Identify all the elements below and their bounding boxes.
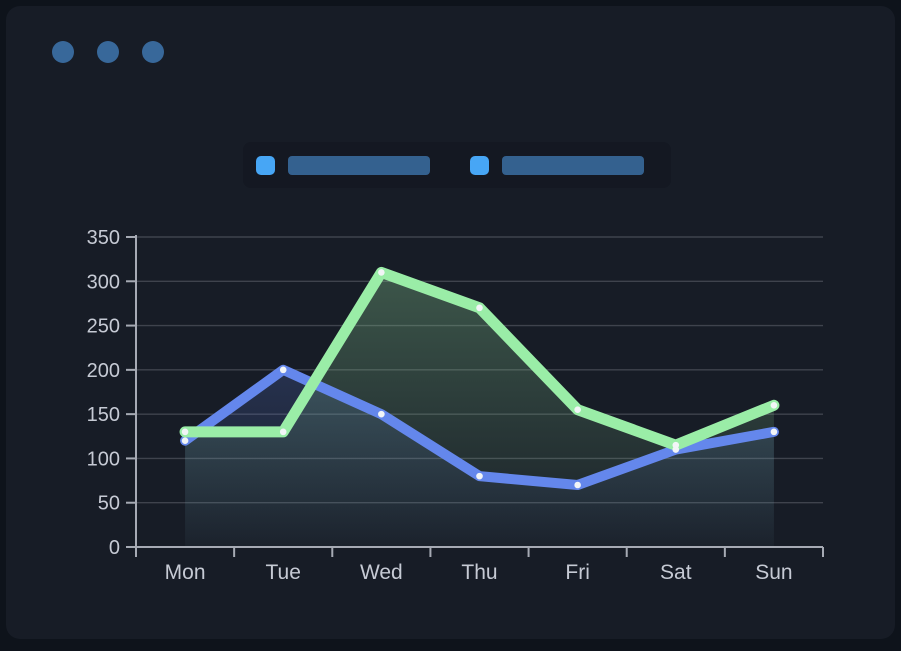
legend-swatch-icon: [256, 155, 275, 175]
legend-label-placeholder: [288, 155, 430, 175]
data-point-marker-series-green: [770, 401, 778, 409]
legend-item-series-2[interactable]: [470, 155, 644, 175]
data-point-marker-series-blue: [574, 481, 581, 489]
y-tick-label: 100: [87, 448, 120, 470]
data-point-marker-series-green: [574, 406, 581, 414]
y-tick-label: 300: [87, 271, 120, 293]
y-tick-label: 200: [87, 360, 120, 382]
window-dot-icon[interactable]: [52, 41, 74, 63]
legend-swatch-icon: [470, 155, 489, 175]
window-controls: [52, 41, 164, 63]
data-point-marker-series-blue: [279, 366, 287, 374]
data-point-marker-series-green: [476, 304, 483, 312]
x-tick-label: Sun: [755, 561, 792, 584]
data-point-marker-series-green: [672, 441, 680, 449]
x-tick-label: Sat: [660, 561, 692, 584]
window-dot-icon[interactable]: [97, 41, 119, 63]
data-point-marker-series-blue: [378, 410, 385, 418]
series-area-series-green: [185, 272, 774, 547]
data-point-marker-series-green: [181, 428, 189, 436]
x-tick-label: Fri: [565, 561, 590, 584]
y-tick-label: 350: [87, 227, 120, 249]
x-tick-label: Tue: [266, 561, 301, 584]
y-tick-label: 150: [87, 404, 120, 426]
chart-legend: [243, 142, 671, 188]
data-point-marker-series-green: [279, 428, 287, 436]
y-tick-label: 250: [87, 316, 120, 338]
x-tick-label: Mon: [165, 561, 206, 584]
y-tick-label: 0: [109, 537, 120, 559]
data-point-marker-series-blue: [770, 428, 778, 436]
legend-item-series-1[interactable]: [256, 155, 430, 175]
x-tick-label: Wed: [360, 561, 403, 584]
data-point-marker-series-blue: [181, 437, 189, 445]
window-dot-icon[interactable]: [142, 41, 164, 63]
data-point-marker-series-green: [378, 269, 385, 276]
app-window: 0 50 100 150 200 250 300 350 Mon Tue Wed Thu Fri Sat S…: [6, 6, 895, 639]
x-tick-label: Thu: [461, 561, 497, 584]
y-tick-label: 50: [98, 493, 120, 515]
line-chart: 0 50 100 150 200 250 300 350 Mon Tue Wed Thu Fri Sat S…: [87, 227, 824, 584]
legend-label-placeholder: [502, 155, 644, 175]
data-point-marker-series-blue: [476, 472, 483, 480]
